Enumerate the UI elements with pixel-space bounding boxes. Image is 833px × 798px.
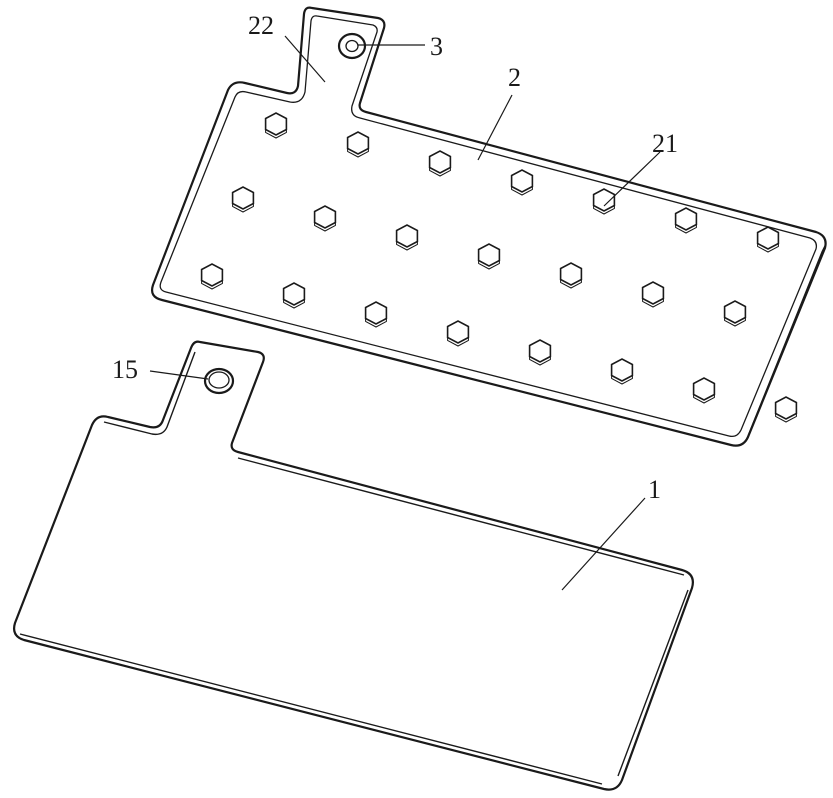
hex-protrusion-side [429,167,451,177]
label-21: 21 [652,129,678,158]
hex-protrusion [641,281,665,305]
label-3: 3 [430,32,443,61]
label-15: 15 [112,355,138,384]
hex-protrusion-side [560,279,582,289]
hex-protrusion-side [757,243,779,253]
hex-protrusion [674,207,698,231]
lower-plate-hole-outer [203,367,235,395]
hex-protrusion-side [265,129,287,139]
upper-plate-hole-inner [345,39,359,53]
leader-22 [284,35,326,83]
hex-protrusion [446,320,470,344]
hex-protrusion [528,339,552,363]
lower-plate-hole-inner [208,371,230,389]
hex-protrusion [723,300,747,324]
hex-protrusion [692,377,716,401]
hex-protrusion [428,150,452,174]
hex-protrusion [395,224,419,248]
leader-lines [149,35,661,591]
hex-protrusion-side [478,260,500,270]
hex-protrusion [756,226,780,250]
hex-protrusion [313,205,337,229]
hex-protrusion-side [347,148,369,158]
hex-protrusion-side [529,356,551,366]
label-1: 1 [648,475,661,504]
hex-protrusion [510,169,534,193]
lower-plate-bottom-edge [19,589,689,785]
hex-protrusion-side [611,375,633,385]
hex-protrusion-side [511,186,533,196]
hex-protrusion [364,301,388,325]
hex-protrusion [200,263,224,287]
label-2: 2 [508,63,521,92]
hex-protrusion-side [675,224,697,234]
leader-2 [477,94,513,161]
upper-plate-thickness-edge [745,243,827,442]
hex-protrusion-side [201,280,223,290]
lower-plate-top-bevel [103,351,685,576]
upper-plate [150,6,827,447]
hex-protrusion-side [283,299,305,309]
hex-protrusion-group [200,112,798,423]
reference-labels: 22 3 2 21 15 1 [112,11,678,504]
leader-15 [149,370,209,380]
upper-plate-outline [150,6,827,447]
hex-protrusion-side [642,298,664,308]
upper-plate-inner-border [159,15,818,438]
hex-protrusion [592,188,616,212]
hex-protrusion [264,112,288,136]
hex-protrusion-side [724,317,746,327]
hex-protrusion-side [693,394,715,404]
hex-protrusion [282,282,306,306]
hex-protrusion-side [365,318,387,328]
hex-protrusion [231,186,255,210]
hex-protrusion-side [232,203,254,213]
hex-protrusion-side [314,222,336,232]
hex-protrusion [559,262,583,286]
hex-protrusion-side [775,413,797,423]
hex-protrusion-side [593,205,615,215]
leader-1 [561,497,646,591]
hex-protrusion-side [447,337,469,347]
lower-plate [12,340,694,791]
hex-protrusion-side [396,241,418,251]
lower-plate-outline [12,340,694,791]
hex-protrusion [346,131,370,155]
upper-plate-hole-outer [337,32,367,60]
leader-21 [603,151,661,207]
hex-protrusion [477,243,501,267]
hex-protrusion [774,396,798,420]
hex-protrusion [610,358,634,382]
label-22: 22 [248,11,274,40]
